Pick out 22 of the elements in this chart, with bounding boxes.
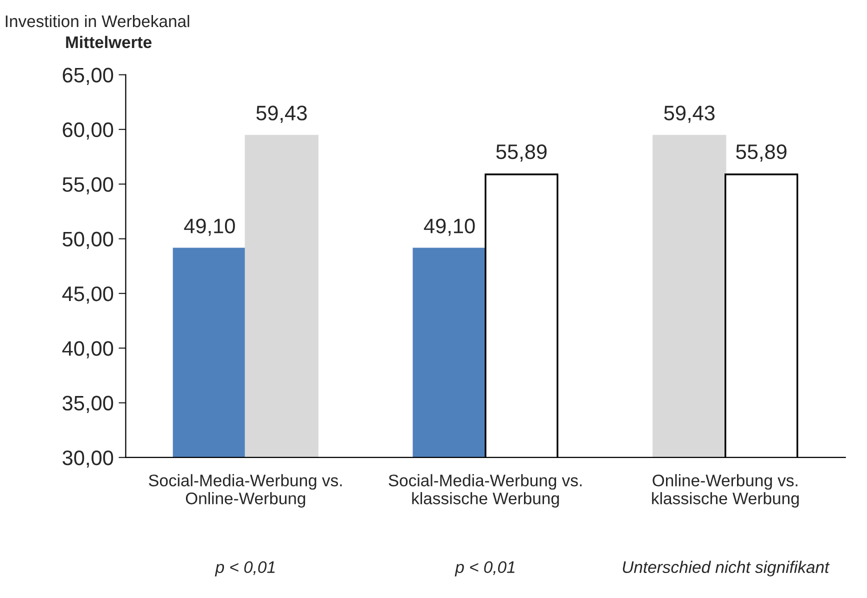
y-tick-label: 30,00 [62,450,114,468]
x-tick-label: Social-Media-Werbung vs. Online-Werbung [148,474,342,508]
y-tick-label: 60,00 [62,122,114,140]
y-tick-label: 65,00 [62,68,114,85]
data-label: 49,10 [184,218,235,236]
x-tick-label: Social-Media-Werbung vs. klassische Werbung [388,474,582,508]
text: Unterschied nicht signifikant [622,560,830,576]
data-label: 59,43 [664,106,715,123]
data-label: 59,43 [256,106,307,123]
y-tick-label: 45,00 [62,286,114,304]
data-label: 55,89 [736,144,786,162]
y-tick-label: 50,00 [62,232,114,249]
text: p < 0,01 [454,561,514,576]
chart-title: Investition in Werbekanal [6,14,190,28]
data-label: 55,89 [496,144,547,162]
data-label: 49,10 [424,218,475,236]
y-tick-label: 55,00 [62,177,114,194]
y-tick-label: 40,00 [62,341,114,358]
text: p < 0,01 [214,561,275,576]
chart-subtitle: Mittelwerte [66,36,152,48]
x-tick-label: Online-Werbung vs. klassische Werbung [652,474,799,508]
y-tick-label: 35,00 [62,396,114,414]
